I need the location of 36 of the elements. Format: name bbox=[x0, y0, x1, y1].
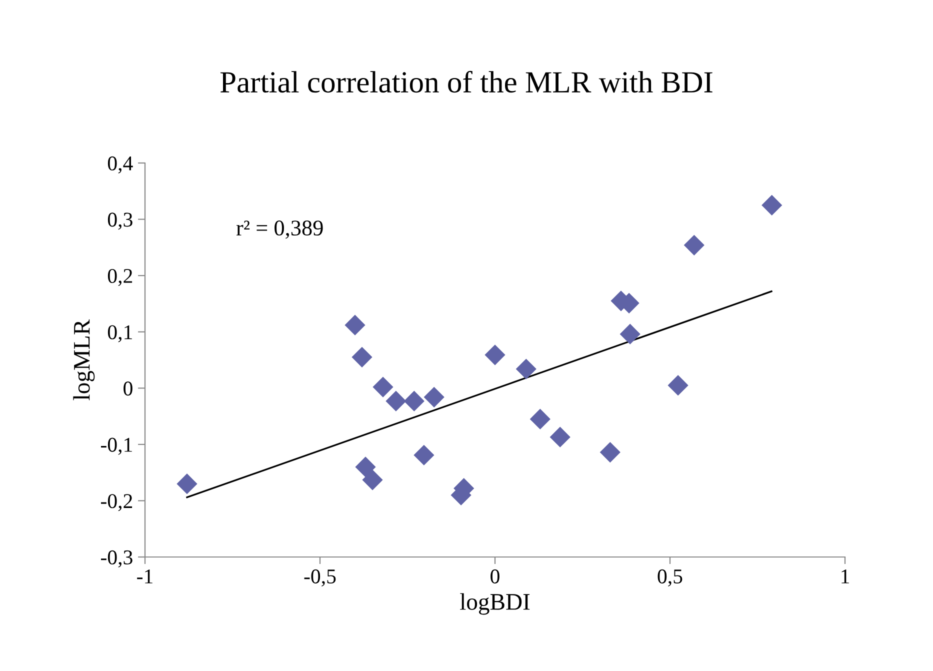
x-tick-label: 0 bbox=[490, 569, 500, 584]
point bbox=[530, 408, 550, 430]
point bbox=[362, 470, 383, 490]
y-tick-label: -0,1 bbox=[100, 438, 132, 455]
point bbox=[424, 386, 444, 408]
point bbox=[620, 324, 640, 344]
point bbox=[516, 358, 536, 380]
x-tick-label: -0,5 bbox=[304, 569, 336, 586]
x-tick-label: 0,5 bbox=[658, 569, 682, 586]
point bbox=[404, 390, 424, 412]
point bbox=[600, 442, 620, 463]
x-tick-label: -1 bbox=[137, 570, 152, 584]
point bbox=[484, 344, 506, 366]
y-axis-title: logMLR bbox=[73, 319, 95, 400]
point bbox=[386, 390, 406, 412]
x-axis-title: logBDI bbox=[460, 593, 530, 615]
point bbox=[176, 474, 198, 494]
y-tick-label: -0,3 bbox=[100, 550, 132, 568]
y-tick-label: 0,1 bbox=[108, 325, 132, 342]
point bbox=[684, 234, 704, 256]
annotation: r² = 0,389 bbox=[236, 220, 323, 239]
chart-title: Partial correlation of the MLR with BDI bbox=[220, 70, 712, 93]
point bbox=[372, 376, 394, 398]
point bbox=[414, 444, 434, 466]
y-tick-label: 0 bbox=[124, 382, 132, 396]
point bbox=[355, 456, 376, 478]
y-tick-label: 0,2 bbox=[108, 268, 132, 286]
y-tick-label: -0,2 bbox=[100, 494, 132, 512]
point bbox=[352, 346, 372, 368]
point bbox=[550, 426, 570, 448]
point bbox=[668, 375, 688, 396]
y-tick-label: 0,3 bbox=[108, 212, 132, 230]
point bbox=[344, 314, 366, 336]
y-tick-label: 0,4 bbox=[108, 156, 133, 174]
point bbox=[762, 194, 782, 216]
x-tick-label: 1 bbox=[842, 570, 849, 584]
